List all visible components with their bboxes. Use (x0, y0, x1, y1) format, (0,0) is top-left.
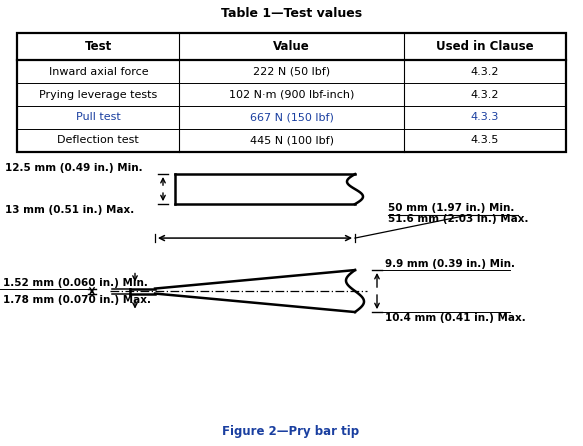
Text: 10.4 mm (0.41 in.) Max.: 10.4 mm (0.41 in.) Max. (385, 313, 526, 323)
Text: Used in Clause: Used in Clause (436, 40, 533, 53)
Text: Deflection test: Deflection test (58, 135, 139, 145)
Text: 4.3.3: 4.3.3 (470, 112, 499, 123)
Text: Pull test: Pull test (76, 112, 121, 123)
Text: 12.5 mm (0.49 in.) Min.: 12.5 mm (0.49 in.) Min. (5, 163, 143, 173)
Text: 4.3.2: 4.3.2 (470, 90, 499, 99)
Text: 51.6 mm (2.03 in.) Max.: 51.6 mm (2.03 in.) Max. (388, 214, 529, 224)
Text: 9.9 mm (0.39 in.) Min.: 9.9 mm (0.39 in.) Min. (385, 259, 515, 269)
Text: Test: Test (85, 40, 112, 53)
Text: 4.3.5: 4.3.5 (470, 135, 499, 145)
Text: 1.52 mm (0.060 in.) Min.: 1.52 mm (0.060 in.) Min. (3, 277, 148, 288)
Text: Prying leverage tests: Prying leverage tests (39, 90, 157, 99)
Text: 4.3.2: 4.3.2 (470, 67, 499, 77)
Bar (17, 33, 566, 152)
Text: Inward axial force: Inward axial force (48, 67, 148, 77)
Text: Table 1—Test values: Table 1—Test values (221, 8, 362, 21)
Text: Figure 2—Pry bar tip: Figure 2—Pry bar tip (223, 425, 360, 438)
Text: 50 mm (1.97 in.) Min.: 50 mm (1.97 in.) Min. (388, 203, 514, 213)
Text: Value: Value (273, 40, 310, 53)
Text: 1.78 mm (0.070 in.) Max.: 1.78 mm (0.070 in.) Max. (3, 294, 151, 305)
Text: 13 mm (0.51 in.) Max.: 13 mm (0.51 in.) Max. (5, 205, 134, 215)
Text: 222 N (50 lbf): 222 N (50 lbf) (253, 67, 330, 77)
Text: 102 N·m (900 lbf-inch): 102 N·m (900 lbf-inch) (229, 90, 354, 99)
Text: 667 N (150 lbf): 667 N (150 lbf) (250, 112, 333, 123)
Text: 445 N (100 lbf): 445 N (100 lbf) (250, 135, 333, 145)
